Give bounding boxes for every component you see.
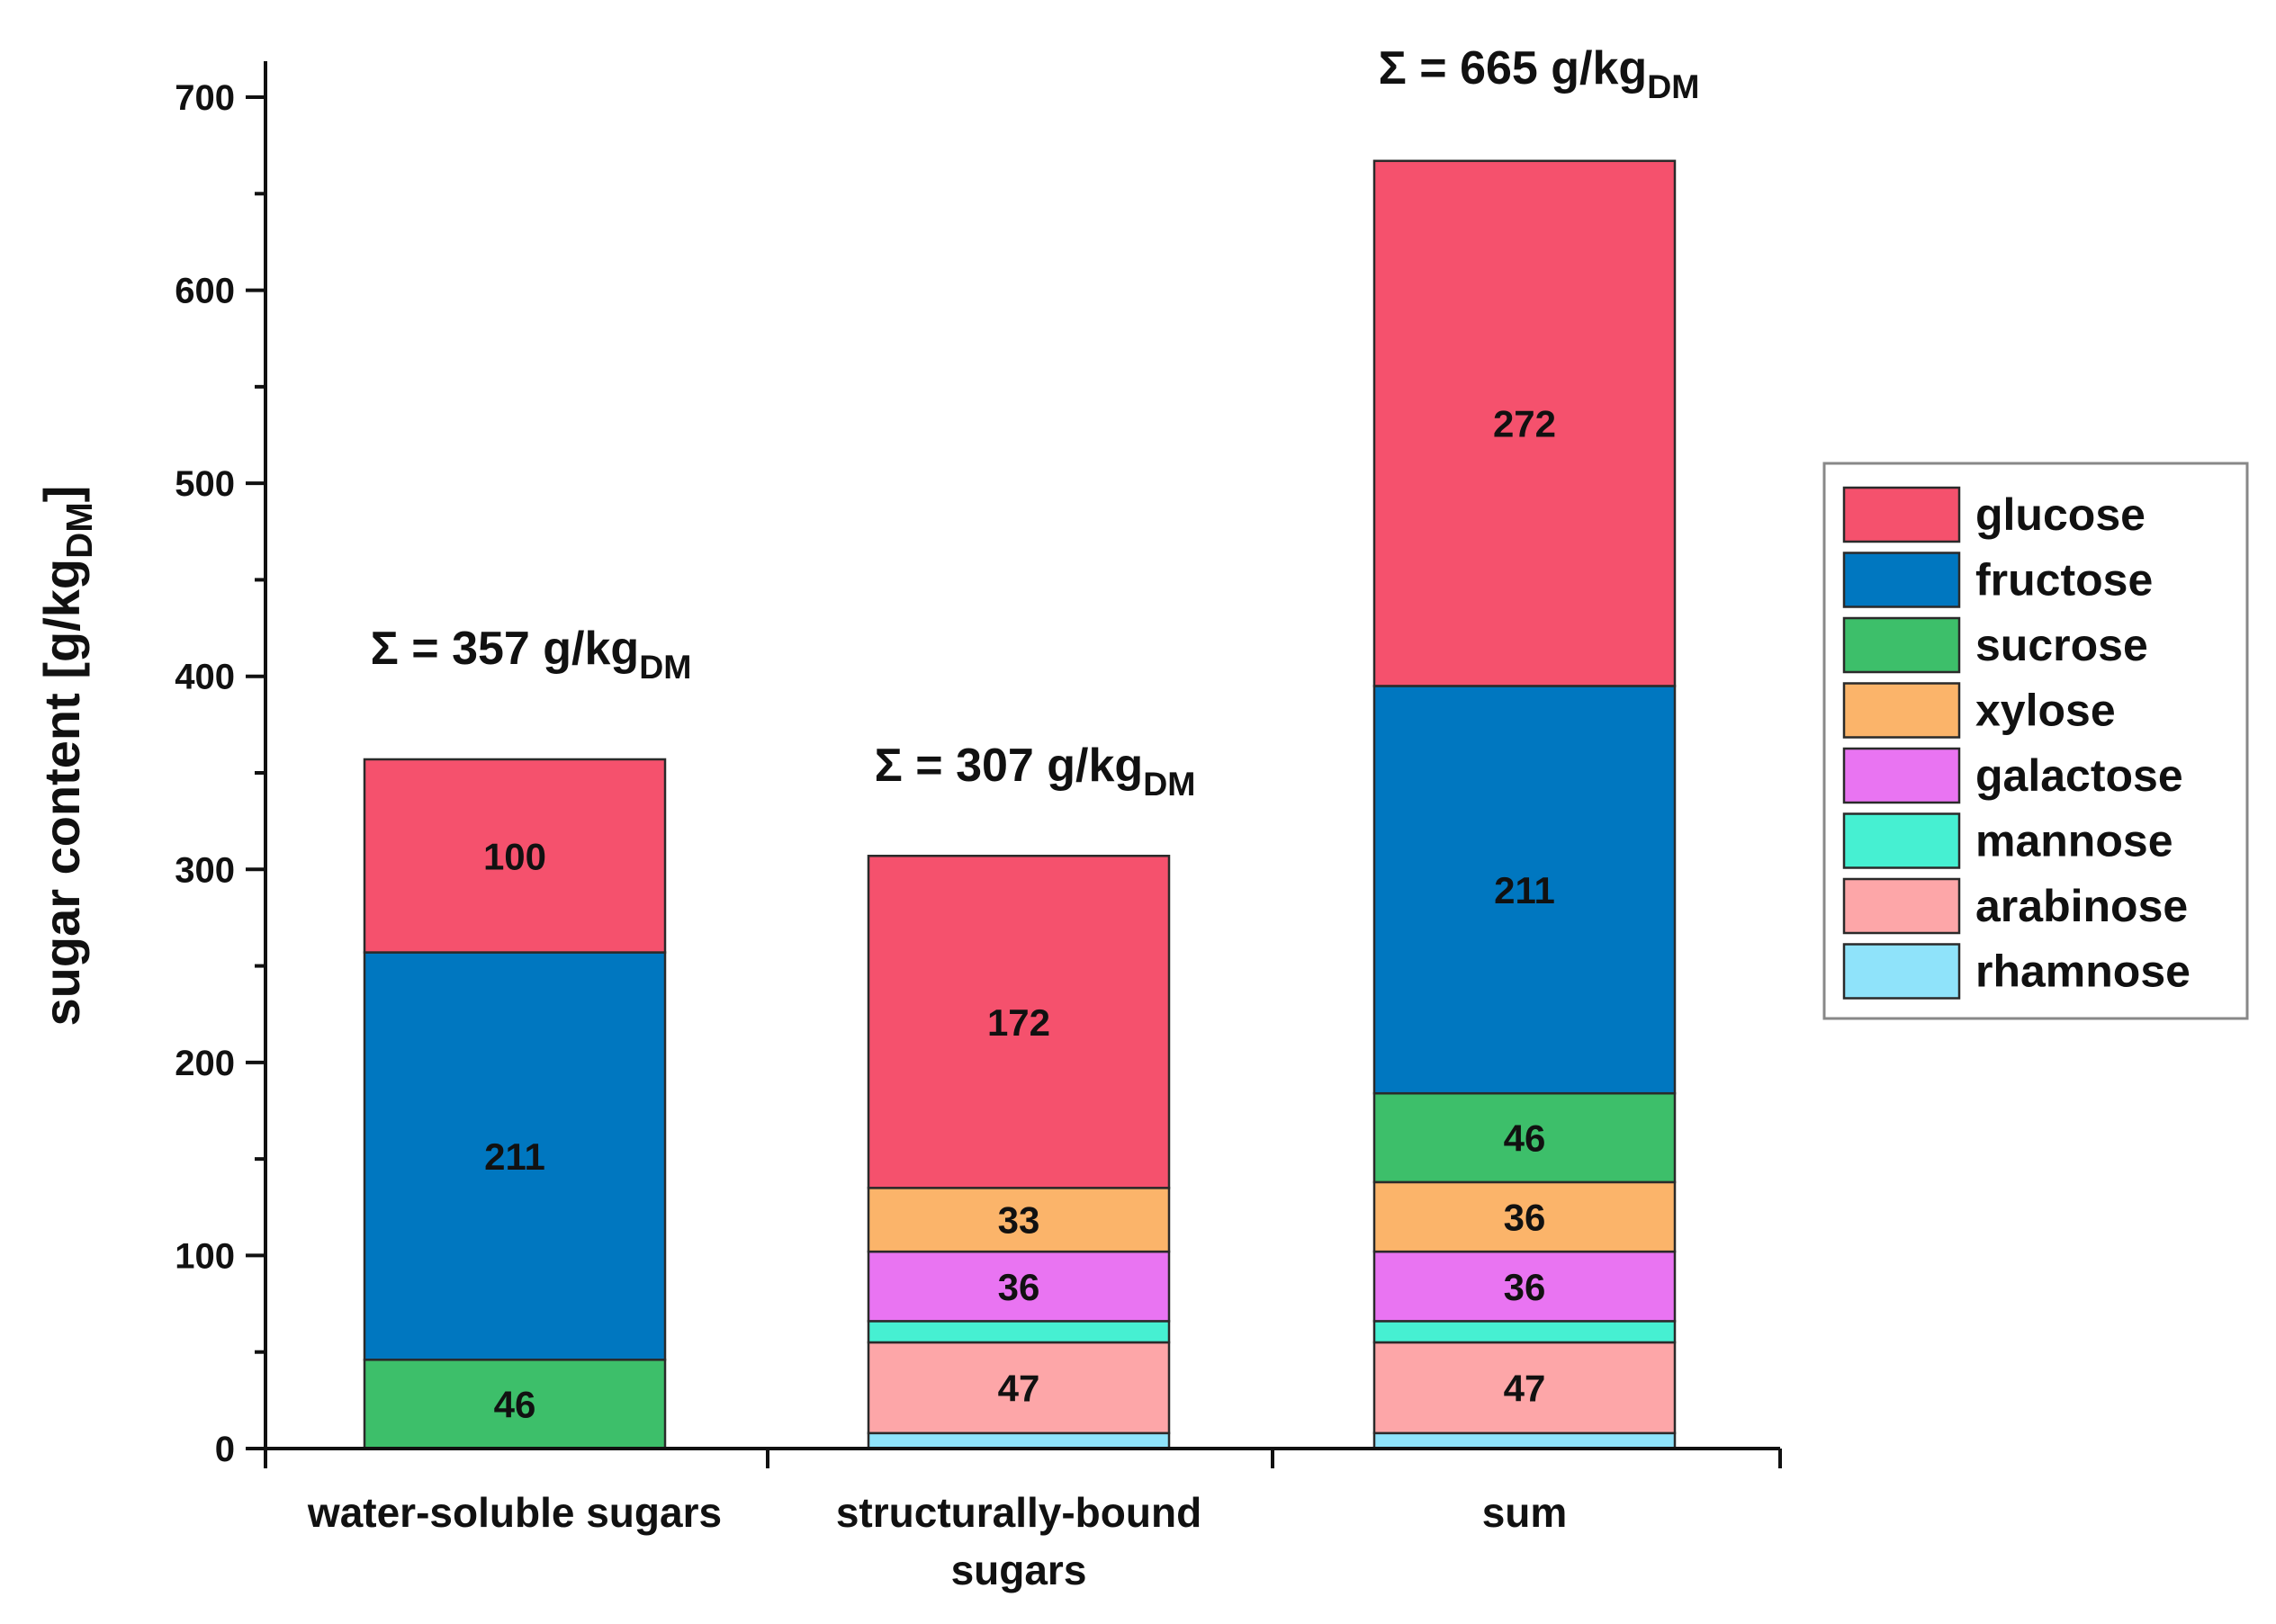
- legend-swatch-sucrose: [1842, 616, 1961, 674]
- x-category-label: sugars: [951, 1547, 1087, 1593]
- data-label-glucose: 172: [987, 1001, 1050, 1044]
- total-label: Σ = 357 g/kgDM: [371, 623, 692, 686]
- axes-group: 0 100 200 300 400 500 600 700: [175, 61, 1782, 1469]
- y-tick-label: 700: [175, 78, 235, 118]
- legend-label-rhamnose: rhamnose: [1975, 947, 2191, 997]
- data-label-glucose: 272: [1493, 403, 1556, 445]
- y-tick-label: 300: [175, 850, 235, 890]
- bar-segment-mannose: [867, 1320, 1171, 1344]
- bar-segment-sucrose: [1372, 1091, 1677, 1184]
- legend-label-glucose: glucose: [1975, 489, 2146, 540]
- legend-label-fructose: fructose: [1975, 555, 2153, 606]
- legend-label-galactose: galactose: [1975, 750, 2183, 801]
- y-tick-label: 200: [175, 1044, 235, 1083]
- bar-segment-glucose: [1372, 159, 1677, 687]
- legend: glucose fructose sucrose xylose galactose man…: [1822, 462, 2249, 1020]
- x-category-label: sum: [1482, 1489, 1568, 1536]
- bar-segment-galactose: [867, 1250, 1171, 1323]
- data-label-sucrose: 46: [494, 1384, 536, 1426]
- total-label: Σ = 665 g/kgDM: [1379, 42, 1700, 105]
- legend-swatch-arabinose: [1842, 877, 1961, 935]
- data-label-galactose: 36: [1504, 1266, 1546, 1308]
- y-tick-label: 0: [215, 1430, 235, 1469]
- bar-segment-fructose: [363, 951, 667, 1361]
- bar-segment-galactose: [1372, 1250, 1677, 1323]
- legend-swatch-galactose: [1842, 747, 1961, 804]
- data-label-galactose: 36: [998, 1266, 1040, 1308]
- data-label-xylose: 36: [1504, 1197, 1546, 1239]
- data-label-xylose: 33: [998, 1199, 1040, 1242]
- legend-swatch-glucose: [1842, 486, 1961, 543]
- bar-segment-arabinose: [1372, 1341, 1677, 1435]
- data-label-glucose: 100: [483, 835, 546, 877]
- bar-segment-xylose: [1372, 1180, 1677, 1253]
- bar-segment-xylose: [867, 1187, 1171, 1253]
- y-tick-label: 100: [175, 1236, 235, 1276]
- y-tick-label: 500: [175, 464, 235, 504]
- legend-swatch-rhamnose: [1842, 943, 1961, 1000]
- data-label-sucrose: 46: [1504, 1117, 1546, 1160]
- bar-segment-arabinose: [867, 1341, 1171, 1435]
- y-tick-label: 600: [175, 272, 235, 311]
- bar-segment-fructose: [1372, 685, 1677, 1095]
- legend-label-sucrose: sucrose: [1975, 620, 2148, 670]
- legend-swatch-xylose: [1842, 682, 1961, 739]
- legend-swatch-fructose: [1842, 552, 1961, 608]
- bar-segment-sucrose: [363, 1359, 667, 1450]
- y-tick-label: 400: [175, 658, 235, 697]
- x-category-label: structurally-bound: [836, 1489, 1201, 1536]
- legend-label-mannose: mannose: [1975, 816, 2173, 866]
- bars-group: 46 211 100 47 36 33 172 47 36 36 46 211 272: [363, 159, 1677, 1450]
- data-label-fructose: 211: [484, 1135, 545, 1178]
- bar-segment-glucose: [867, 855, 1171, 1189]
- bar-segment-rhamnose: [1372, 1431, 1677, 1450]
- data-label-arabinose: 47: [998, 1367, 1040, 1409]
- y-axis-title: sugar content [g/kgDM]: [33, 486, 100, 1027]
- total-label: Σ = 307 g/kgDM: [875, 740, 1196, 803]
- legend-label-xylose: xylose: [1975, 686, 2116, 736]
- data-label-arabinose: 47: [1504, 1367, 1546, 1409]
- bar-segment-mannose: [1372, 1320, 1677, 1344]
- bar-segment-rhamnose: [867, 1431, 1171, 1450]
- bar-segment-glucose: [363, 758, 667, 954]
- legend-frame: [1822, 462, 2249, 1020]
- legend-swatch-mannose: [1842, 812, 1961, 869]
- data-label-fructose: 211: [1494, 869, 1555, 911]
- x-category-label: water-soluble sugars: [307, 1489, 722, 1536]
- legend-label-arabinose: arabinose: [1975, 881, 2188, 931]
